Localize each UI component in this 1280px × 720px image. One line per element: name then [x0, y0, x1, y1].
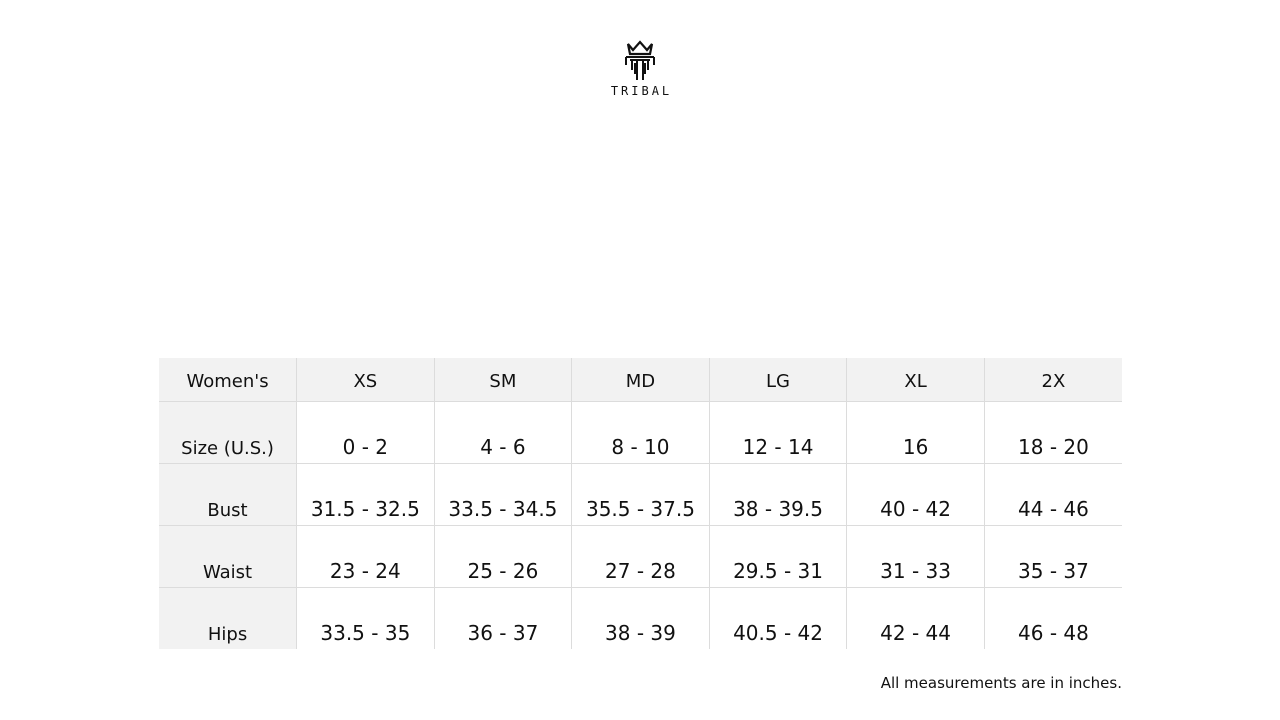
row-label: Bust	[159, 463, 298, 526]
row-label: Size (U.S.)	[159, 401, 298, 464]
table-cell: 31 - 33	[846, 525, 985, 588]
table-cell: 23 - 24	[296, 525, 435, 588]
header-cell: LG	[708, 358, 848, 402]
table-cell: 12 - 14	[708, 401, 848, 464]
table-cell: 33.5 - 34.5	[433, 463, 573, 526]
table-cell: 4 - 6	[433, 401, 573, 464]
table-row: Bust 31.5 - 32.5 33.5 - 34.5 35.5 - 37.5…	[159, 463, 1122, 526]
header-cell: XL	[846, 358, 985, 402]
table-row: Size (U.S.) 0 - 2 4 - 6 8 - 10 12 - 14 1…	[159, 401, 1122, 464]
table-cell: 25 - 26	[433, 525, 573, 588]
measurement-note: All measurements are in inches.	[880, 674, 1122, 692]
table-cell: 31.5 - 32.5	[296, 463, 435, 526]
table-cell: 40.5 - 42	[708, 587, 848, 649]
table-row: Waist 23 - 24 25 - 26 27 - 28 29.5 - 31 …	[159, 525, 1122, 588]
table-cell: 8 - 10	[571, 401, 710, 464]
table-cell: 38 - 39.5	[708, 463, 848, 526]
header-cell: Women's	[159, 358, 298, 402]
header-cell: 2X	[983, 358, 1122, 402]
table-header-row: Women's XS SM MD LG XL 2X	[159, 358, 1122, 402]
row-label: Hips	[159, 587, 298, 649]
table-row: Hips 33.5 - 35 36 - 37 38 - 39 40.5 - 42…	[159, 587, 1122, 649]
table-cell: 35 - 37	[983, 525, 1122, 588]
table-cell: 38 - 39	[571, 587, 710, 649]
size-chart-table: Women's XS SM MD LG XL 2X Size (U.S.) 0 …	[159, 358, 1122, 649]
table-cell: 18 - 20	[983, 401, 1122, 464]
table-cell: 36 - 37	[433, 587, 573, 649]
brand-logo: TRIBAL	[600, 40, 680, 98]
header-cell: SM	[433, 358, 573, 402]
header-cell: MD	[571, 358, 710, 402]
header-cell: XS	[296, 358, 435, 402]
table-cell: 42 - 44	[846, 587, 985, 649]
table-cell: 46 - 48	[983, 587, 1122, 649]
table-cell: 33.5 - 35	[296, 587, 435, 649]
table-cell: 35.5 - 37.5	[571, 463, 710, 526]
table-cell: 29.5 - 31	[708, 525, 848, 588]
table-cell: 16	[846, 401, 985, 464]
row-label: Waist	[159, 525, 298, 588]
table-cell: 27 - 28	[571, 525, 710, 588]
brand-name: TRIBAL	[610, 84, 673, 98]
table-cell: 44 - 46	[983, 463, 1122, 526]
table-cell: 40 - 42	[846, 463, 985, 526]
table-cell: 0 - 2	[296, 401, 435, 464]
crown-trident-icon	[625, 40, 655, 80]
